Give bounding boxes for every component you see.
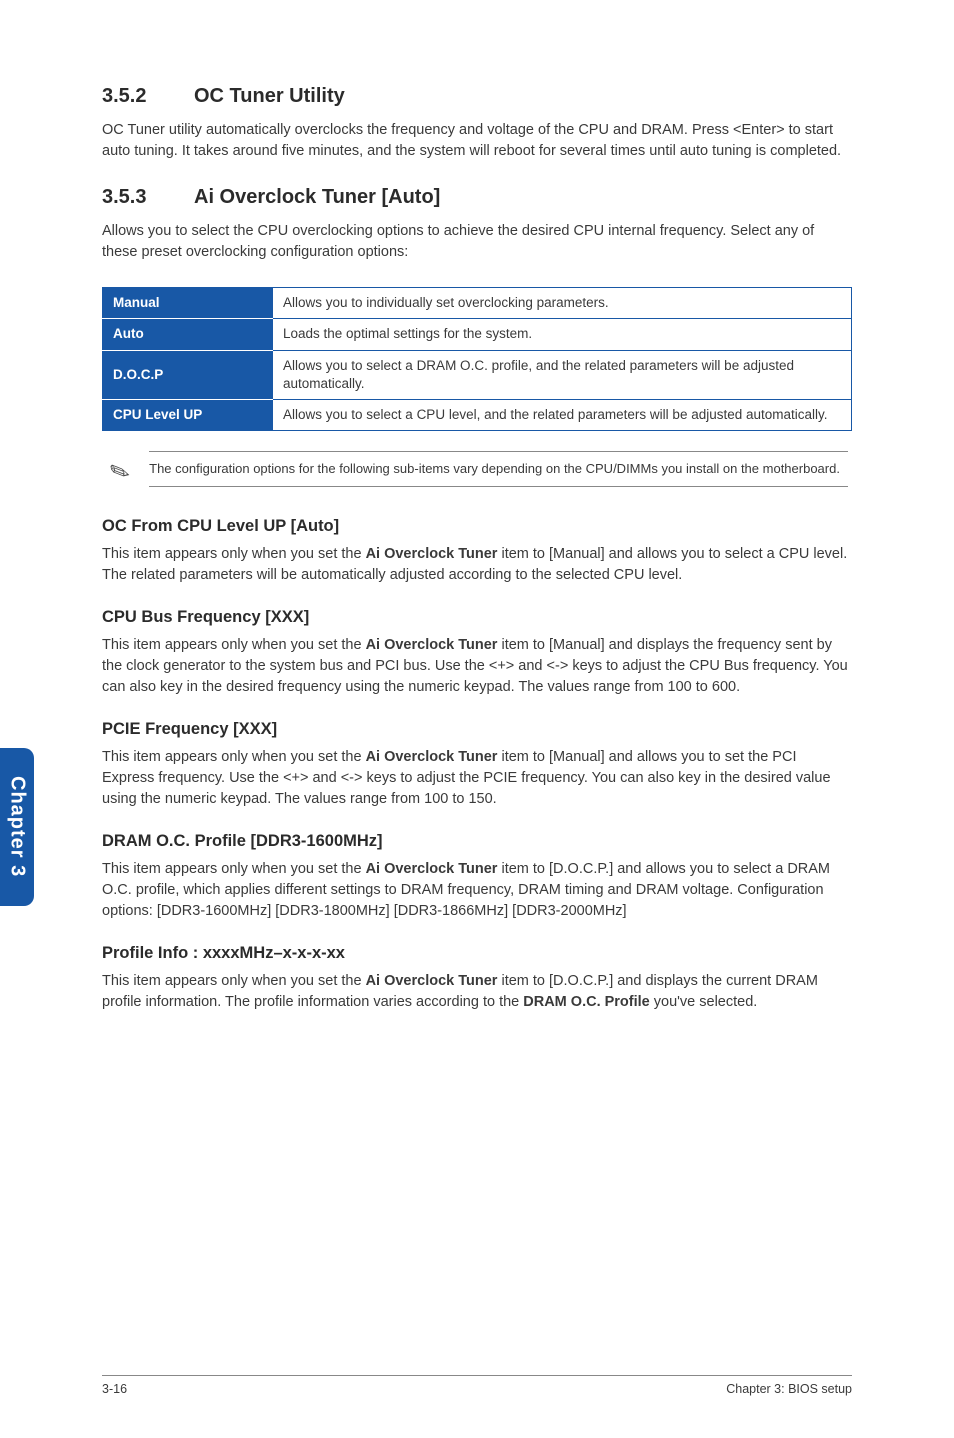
option-desc: Allows you to individually set overclock…	[273, 288, 852, 319]
section-title: OC Tuner Utility	[194, 85, 345, 108]
option-label: D.O.C.P	[103, 350, 273, 399]
option-desc: Allows you to select a DRAM O.C. profile…	[273, 350, 852, 399]
text-fragment: This item appears only when you set the	[102, 973, 366, 989]
side-tab-label: Chapter 3	[6, 776, 29, 877]
section-body: Allows you to select the CPU overclockin…	[102, 221, 852, 263]
page-number: 3-16	[102, 1382, 127, 1396]
option-label: Auto	[103, 319, 273, 350]
sub-heading: Profile Info : xxxxMHz–x-x-x-xx	[102, 944, 852, 963]
bold-term: Ai Overclock Tuner	[366, 861, 498, 877]
text-fragment: you've selected.	[650, 994, 758, 1010]
section-number: 3.5.3	[102, 186, 194, 209]
sub-body: This item appears only when you set the …	[102, 544, 852, 586]
bold-term: DRAM O.C. Profile	[523, 994, 649, 1010]
pencil-icon: ✎	[101, 451, 136, 489]
section-body: OC Tuner utility automatically overclock…	[102, 120, 852, 162]
bold-term: Ai Overclock Tuner	[366, 546, 498, 562]
table-row: Manual Allows you to individually set ov…	[103, 288, 852, 319]
sub-heading: CPU Bus Frequency [XXX]	[102, 608, 852, 627]
sub-heading: DRAM O.C. Profile [DDR3-1600MHz]	[102, 832, 852, 851]
chapter-side-tab: Chapter 3	[0, 748, 34, 906]
section-heading-353: 3.5.3 Ai Overclock Tuner [Auto]	[102, 186, 852, 209]
bold-term: Ai Overclock Tuner	[366, 973, 498, 989]
text-fragment: This item appears only when you set the	[102, 546, 366, 562]
text-fragment: This item appears only when you set the	[102, 861, 366, 877]
sub-body: This item appears only when you set the …	[102, 635, 852, 698]
table-row: CPU Level UP Allows you to select a CPU …	[103, 399, 852, 430]
note-box: ✎ The configuration options for the foll…	[102, 451, 852, 489]
sub-heading: OC From CPU Level UP [Auto]	[102, 517, 852, 536]
section-title: Ai Overclock Tuner [Auto]	[194, 186, 440, 209]
option-desc: Loads the optimal settings for the syste…	[273, 319, 852, 350]
text-fragment: This item appears only when you set the	[102, 637, 366, 653]
table-row: D.O.C.P Allows you to select a DRAM O.C.…	[103, 350, 852, 399]
bold-term: Ai Overclock Tuner	[366, 637, 498, 653]
section-number: 3.5.2	[102, 85, 194, 108]
text-fragment: This item appears only when you set the	[102, 749, 366, 765]
option-label: Manual	[103, 288, 273, 319]
note-text: The configuration options for the follow…	[149, 460, 848, 478]
option-desc: Allows you to select a CPU level, and th…	[273, 399, 852, 430]
bold-term: Ai Overclock Tuner	[366, 749, 498, 765]
table-row: Auto Loads the optimal settings for the …	[103, 319, 852, 350]
options-table: Manual Allows you to individually set ov…	[102, 287, 852, 431]
sub-body: This item appears only when you set the …	[102, 971, 852, 1013]
note-text-wrap: The configuration options for the follow…	[149, 451, 848, 487]
option-label: CPU Level UP	[103, 399, 273, 430]
page-footer: 3-16 Chapter 3: BIOS setup	[102, 1375, 852, 1396]
footer-chapter: Chapter 3: BIOS setup	[726, 1382, 852, 1396]
section-heading-352: 3.5.2 OC Tuner Utility	[102, 85, 852, 108]
sub-heading: PCIE Frequency [XXX]	[102, 720, 852, 739]
sub-body: This item appears only when you set the …	[102, 859, 852, 922]
sub-body: This item appears only when you set the …	[102, 747, 852, 810]
